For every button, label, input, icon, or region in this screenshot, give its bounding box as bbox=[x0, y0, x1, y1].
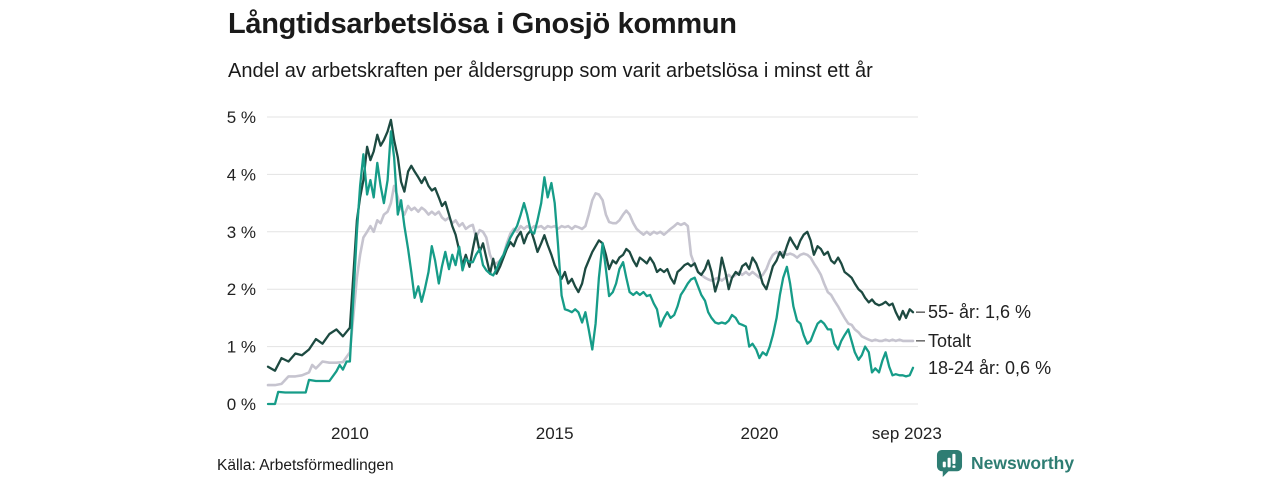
brand-name: Newsworthy bbox=[971, 453, 1075, 473]
y-axis-tick-label: 0 % bbox=[227, 395, 256, 414]
page-title: Långtidsarbetslösa i Gnosjö kommun bbox=[228, 8, 737, 40]
x-axis-tick-label: 2020 bbox=[741, 424, 779, 443]
chart-subtitle: Andel av arbetskraften per åldersgrupp s… bbox=[228, 60, 873, 82]
x-axis-tick-label: sep 2023 bbox=[872, 424, 942, 443]
y-axis-tick-label: 3 % bbox=[227, 223, 256, 242]
series-end-label: 18-24 år: 0,6 % bbox=[928, 358, 1051, 378]
brand-lockup: Newsworthy bbox=[936, 449, 1074, 478]
newsworthy-logo-icon bbox=[936, 449, 963, 478]
y-axis-tick-label: 1 % bbox=[227, 338, 256, 357]
series-line-55-r bbox=[266, 118, 915, 372]
source-note: Källa: Arbetsförmedlingen bbox=[217, 457, 394, 474]
series-line-totalt bbox=[266, 184, 915, 387]
series-line-18-24-r bbox=[266, 130, 915, 406]
series-end-label: Totalt bbox=[928, 331, 971, 351]
y-axis-tick-label: 5 % bbox=[227, 108, 256, 127]
y-axis-tick-label: 4 % bbox=[227, 165, 256, 184]
series-end-label: 55- år: 1,6 % bbox=[928, 302, 1031, 322]
x-axis-tick-label: 2010 bbox=[331, 424, 369, 443]
x-axis-tick-label: 2015 bbox=[536, 424, 574, 443]
y-axis-tick-label: 2 % bbox=[227, 280, 256, 299]
